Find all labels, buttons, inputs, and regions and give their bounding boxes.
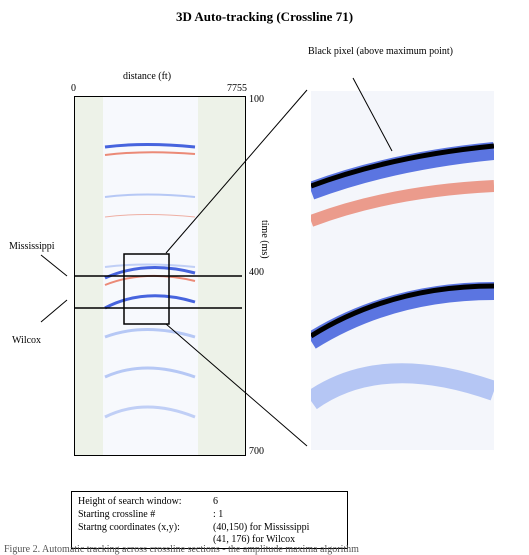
wilcox-horizon-black-pixels bbox=[311, 283, 494, 339]
x-axis-max-label: 7755 bbox=[227, 83, 247, 94]
zoom-leader-top bbox=[165, 89, 308, 254]
figure-caption: Figure 2. Automatic tracking across cros… bbox=[4, 544, 359, 555]
black-pixel-pointer bbox=[352, 77, 393, 152]
zoomed-section-svg bbox=[311, 142, 494, 410]
wilcox-label: Wilcox bbox=[12, 335, 42, 346]
x-axis-min-label: 0 bbox=[71, 83, 76, 94]
parameters-box: Height of search window: 6 Starting cros… bbox=[71, 491, 348, 549]
param-row-window: Height of search window: 6 bbox=[78, 496, 218, 507]
seismic-wavy-traces bbox=[104, 143, 196, 419]
y-tick-label-400: 400 bbox=[249, 267, 264, 278]
figure-title: 3D Auto-tracking (Crossline 71) bbox=[175, 9, 354, 24]
mississippi-label: Mississippi bbox=[9, 241, 55, 252]
x-axis-label: distance (ft) bbox=[123, 71, 172, 82]
zoom-leader-bottom bbox=[165, 323, 308, 447]
mississippi-arrow-line bbox=[40, 254, 68, 277]
black-pixel-annotation: Black pixel (above maximum point) bbox=[308, 46, 453, 57]
param-row-crossline: Starting crossline # : 1 bbox=[78, 509, 224, 520]
wilcox-arrow-line bbox=[40, 299, 68, 323]
y-tick-label-100: 100 bbox=[249, 94, 264, 105]
y-tick-label-700: 700 bbox=[249, 446, 264, 457]
zoom-box bbox=[123, 253, 170, 325]
zoomed-section-panel bbox=[311, 91, 494, 450]
param-row-coords-mississippi: Startng coordinates (x,y): (40,150) for … bbox=[78, 522, 310, 533]
mississippi-horizon-black-pixels bbox=[311, 143, 494, 189]
